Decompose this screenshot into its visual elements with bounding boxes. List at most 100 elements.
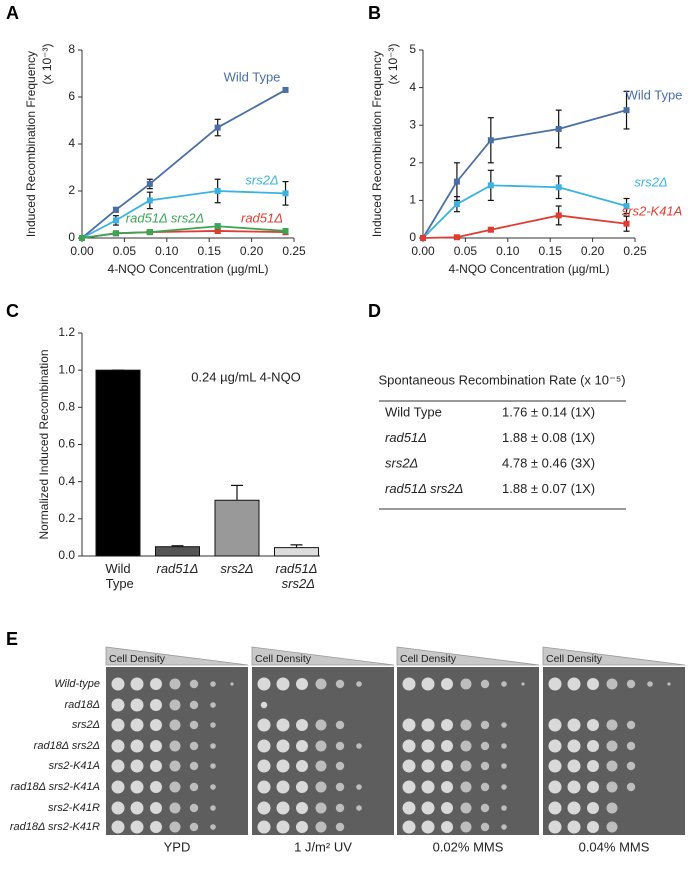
row-value: 1.88 ± 0.07 (1X) bbox=[502, 481, 595, 496]
density-wedge bbox=[251, 646, 395, 666]
colony-spot bbox=[421, 820, 435, 834]
colony-spot bbox=[130, 820, 144, 834]
bar bbox=[214, 499, 260, 557]
colony-spot bbox=[335, 679, 345, 689]
bar bbox=[155, 546, 200, 557]
colony-spot bbox=[111, 677, 125, 691]
colony-spot bbox=[548, 739, 562, 753]
colony-spot bbox=[335, 741, 345, 751]
y-tick-label: 0.4 bbox=[58, 474, 75, 488]
y-tick-label: 1 bbox=[409, 193, 416, 207]
colony-spot bbox=[150, 821, 162, 833]
colony-spot bbox=[296, 760, 308, 772]
colony-spot bbox=[189, 741, 199, 751]
colony-spot bbox=[587, 781, 599, 793]
colony-spot bbox=[315, 678, 327, 690]
colony-spot bbox=[189, 761, 199, 771]
colony-spot bbox=[548, 677, 562, 691]
data-point bbox=[555, 212, 562, 219]
colony-spot bbox=[189, 782, 199, 792]
colony-spot bbox=[111, 698, 125, 712]
data-point bbox=[487, 182, 494, 189]
colony-spot bbox=[111, 739, 125, 753]
colony-spot bbox=[480, 720, 490, 730]
data-point bbox=[282, 86, 289, 93]
y-tick-label: 0.6 bbox=[58, 437, 75, 451]
colony-spot bbox=[548, 759, 562, 773]
x-tick-label: rad51Δ srs2Δ bbox=[276, 561, 318, 591]
colony-spot bbox=[501, 722, 507, 728]
colony-spot bbox=[567, 759, 581, 773]
colony-spot bbox=[189, 822, 199, 832]
colony-spot bbox=[587, 719, 599, 731]
colony-spot bbox=[441, 781, 453, 793]
y-axis-label: Induced Recombination Frequency bbox=[24, 51, 38, 237]
colony-spot bbox=[587, 740, 599, 752]
x-tick-label: Wild Type bbox=[102, 561, 134, 591]
data-point bbox=[214, 188, 221, 194]
colony-spot bbox=[567, 677, 581, 691]
colony-spot bbox=[189, 803, 199, 813]
colony-spot bbox=[626, 720, 636, 730]
y-tick-label: 4 bbox=[409, 80, 416, 94]
data-point bbox=[214, 227, 221, 234]
y-axis-unit: (x 10⁻³) bbox=[386, 43, 400, 84]
colony-spot bbox=[460, 802, 472, 814]
colony-spot bbox=[169, 781, 181, 793]
colony-spot bbox=[606, 760, 618, 772]
colony-spot bbox=[548, 718, 562, 732]
colony-spot bbox=[169, 760, 181, 772]
y-axis-label: Induced Recombination Frequency bbox=[370, 51, 384, 237]
colony-spot bbox=[150, 802, 162, 814]
colony-spot bbox=[402, 820, 416, 834]
colony-spot bbox=[587, 821, 599, 833]
colony-spot bbox=[421, 759, 435, 773]
colony-spot bbox=[441, 821, 453, 833]
condition-label: 1 J/m² UV bbox=[294, 839, 352, 854]
colony-spot bbox=[501, 784, 507, 790]
colony-spot bbox=[296, 678, 308, 690]
colony-spot bbox=[130, 698, 144, 712]
row-label: rad51Δ bbox=[385, 430, 427, 445]
colony-spot bbox=[667, 682, 671, 686]
colony-spot bbox=[130, 718, 144, 732]
colony-spot bbox=[150, 699, 162, 711]
colony-spot bbox=[421, 801, 435, 815]
colony-spot bbox=[402, 718, 416, 732]
x-tick-label: srs2Δ bbox=[220, 561, 253, 576]
row-value: 1.88 ± 0.08 (1X) bbox=[502, 430, 595, 445]
colony-spot bbox=[210, 743, 216, 749]
colony-spot bbox=[606, 821, 618, 833]
colony-spot bbox=[169, 678, 181, 690]
colony-spot bbox=[441, 678, 453, 690]
colony-spot bbox=[606, 802, 618, 814]
colony-spot bbox=[150, 719, 162, 731]
colony-spot bbox=[296, 802, 308, 814]
colony-spot bbox=[606, 678, 618, 690]
bar bbox=[95, 369, 141, 557]
colony-spot bbox=[501, 763, 507, 769]
colony-spot bbox=[460, 740, 472, 752]
colony-spot bbox=[587, 678, 599, 690]
strain-label: rad18Δ srs2-K41R bbox=[10, 821, 100, 833]
colony-spot bbox=[480, 679, 490, 689]
colony-spot bbox=[296, 781, 308, 793]
colony-spot bbox=[480, 822, 490, 832]
y-tick-label: 8 bbox=[68, 42, 75, 56]
colony-spot bbox=[501, 681, 507, 687]
colony-spot bbox=[548, 780, 562, 794]
colony-spot bbox=[150, 760, 162, 772]
colony-spot bbox=[421, 780, 435, 794]
colony-spot bbox=[567, 739, 581, 753]
colony-spot bbox=[111, 759, 125, 773]
colony-spot bbox=[276, 780, 290, 794]
colony-spot bbox=[257, 718, 271, 732]
x-tick-label: 0.10 bbox=[496, 244, 520, 258]
y-axis-label: Normalized Induced Recombination bbox=[37, 349, 51, 539]
colony-spot bbox=[548, 820, 562, 834]
colony-spot bbox=[626, 782, 636, 792]
colony-spot bbox=[296, 821, 308, 833]
colony-spot bbox=[169, 740, 181, 752]
series-label: rad51Δ srs2Δ bbox=[126, 210, 204, 225]
